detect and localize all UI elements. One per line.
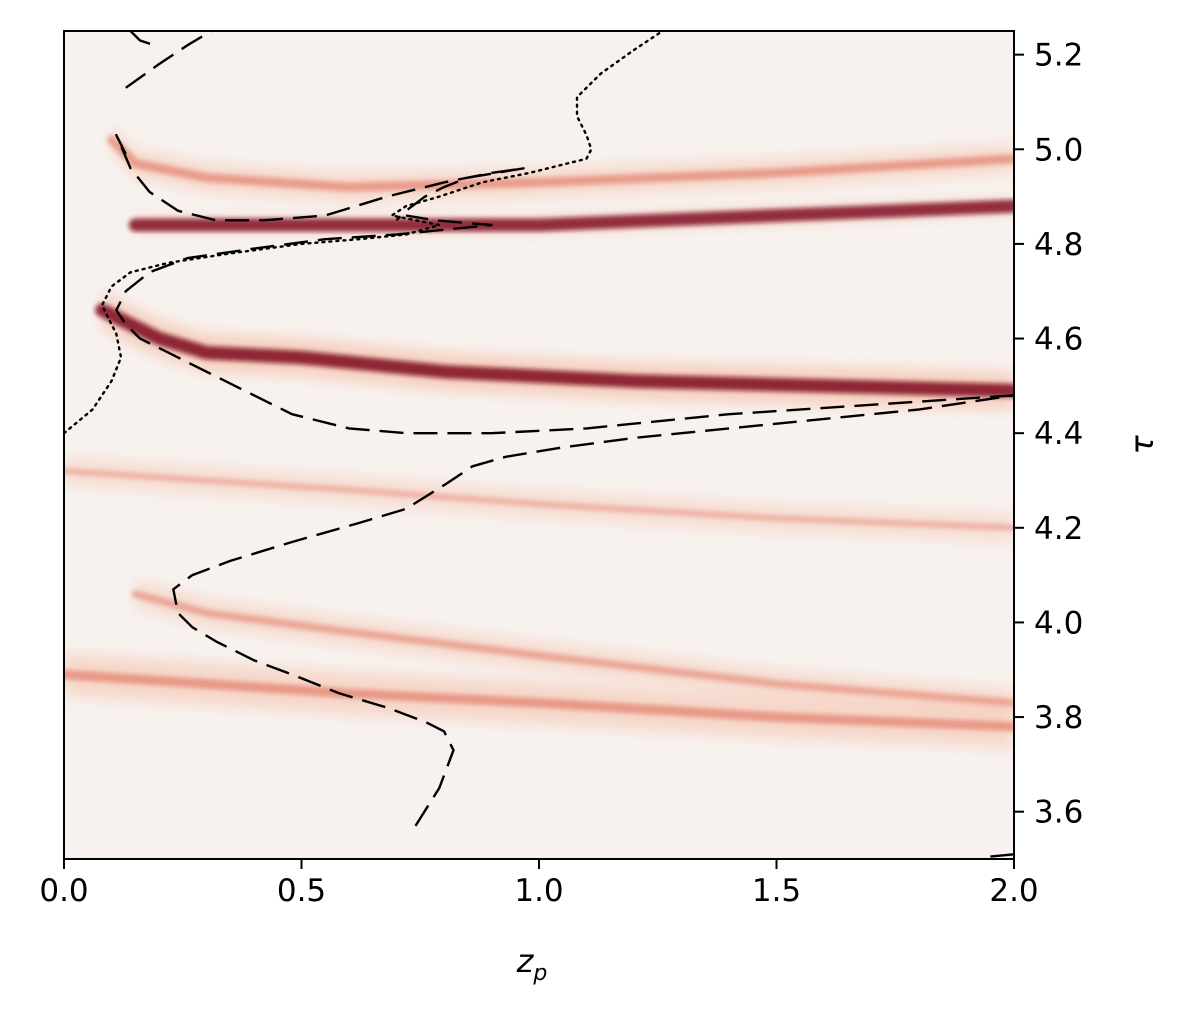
dashed-curve-1 (115, 214, 1014, 435)
x-tick-label-1: 0.5 (277, 873, 326, 909)
heatmap-band-core-3 (128, 199, 1014, 232)
x-tick-label-4: 2.0 (989, 873, 1038, 909)
x-axis-label: zp (516, 942, 548, 986)
dashed-curve-2 (115, 133, 526, 222)
heatmap-band-core-1 (131, 590, 1014, 707)
dashed-curve-4 (129, 31, 159, 47)
x-tick-label-2: 1.0 (514, 873, 563, 909)
y-tick-label-4: 4.4 (1034, 416, 1083, 452)
plot-area (63, 30, 1015, 860)
y-tick-label-7: 5.0 (1034, 132, 1083, 168)
heatmap-band-core-4 (107, 135, 1014, 192)
y-tick-label-5: 4.6 (1034, 322, 1083, 358)
y-tick-label-2: 4.0 (1034, 605, 1083, 641)
y-tick-label-0: 3.6 (1034, 795, 1083, 831)
y-tick-label-1: 3.8 (1034, 700, 1083, 736)
y-tick-label-3: 4.2 (1034, 511, 1083, 547)
y-tick-label-8: 5.2 (1034, 38, 1083, 74)
x-axis-label-main: z (516, 942, 535, 980)
dotted-curve-6 (64, 31, 664, 435)
dashed-curve-3 (125, 31, 212, 89)
curves (64, 31, 1014, 858)
x-tick-label-0: 0.0 (39, 873, 88, 909)
x-axis: 0.0 0.5 1.0 1.5 2.0 (39, 859, 1039, 909)
x-axis-label-subscript: p (532, 961, 547, 986)
heatmap-bands (64, 125, 1014, 748)
heatmap-band-core-0 (64, 669, 1014, 732)
dashed-curve-5 (990, 853, 1014, 858)
y-tick-label-6: 4.8 (1034, 227, 1083, 263)
heatmap-band-core-2 (95, 303, 1014, 398)
heatmap-band-core-5 (64, 468, 1014, 531)
y-axis-label: τ (1123, 435, 1161, 455)
x-tick-label-3: 1.5 (752, 873, 801, 909)
y-axis: 3.6 3.8 4.0 4.2 4.4 4.6 4.8 5.0 5.2 (1014, 38, 1083, 831)
dashed-curve-0 (172, 394, 1014, 827)
